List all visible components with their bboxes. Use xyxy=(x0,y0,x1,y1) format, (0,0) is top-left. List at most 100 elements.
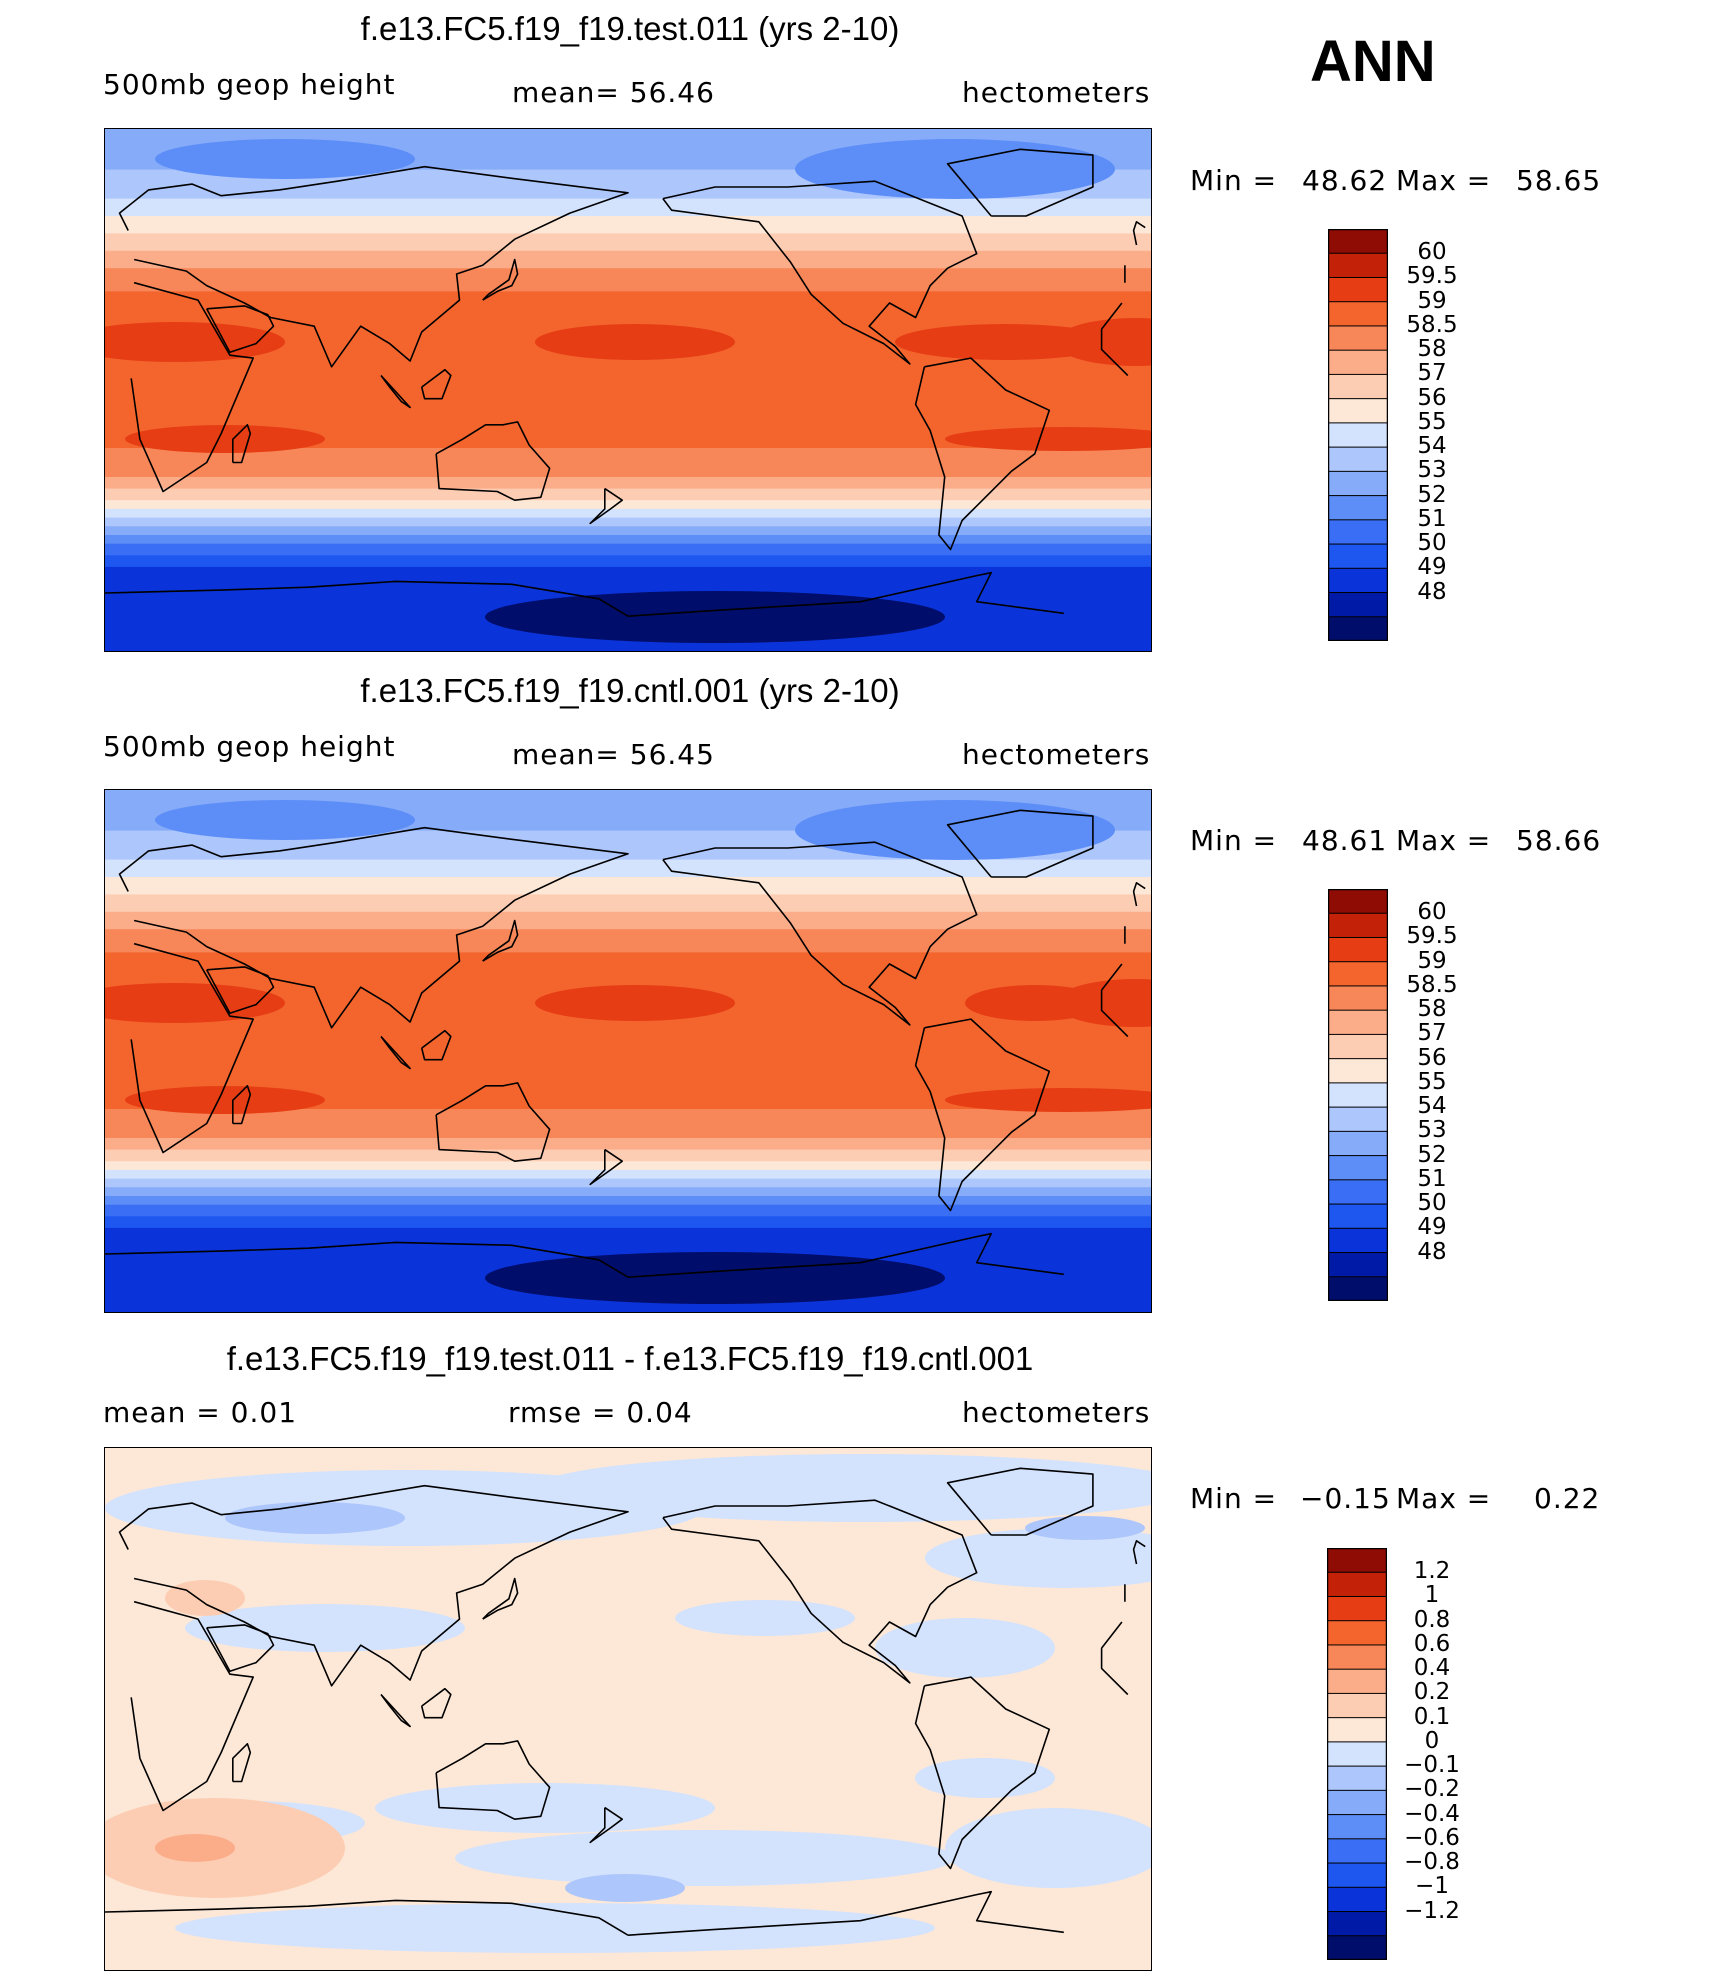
contour-band xyxy=(105,488,1151,501)
colorbar-swatch xyxy=(1327,936,1389,963)
contour-feature xyxy=(795,139,1115,199)
colorbar-swatch xyxy=(1327,1130,1389,1157)
panel-2-units-label: hectometers xyxy=(962,738,1151,771)
colorbar-swatch xyxy=(1327,888,1389,915)
colorbar-swatch xyxy=(1326,1595,1388,1622)
panel-2-max-label: Max = xyxy=(1396,824,1492,857)
contour-feature xyxy=(225,1502,405,1534)
panel-1-coastlines xyxy=(105,148,1146,617)
contour-band xyxy=(105,1109,1151,1139)
colorbar-label: −1 xyxy=(1415,1873,1449,1900)
panel-3-rmse-label: rmse = 0.04 xyxy=(508,1396,693,1429)
colorbar-swatch xyxy=(1326,1668,1388,1695)
contour-band xyxy=(105,448,1151,478)
colorbar-swatch xyxy=(1326,1741,1388,1767)
contour-band xyxy=(105,233,1151,252)
colorbar-swatch xyxy=(1327,373,1389,400)
contour-band xyxy=(105,1022,1151,1064)
panel-3-units-label: hectometers xyxy=(962,1396,1151,1429)
colorbar-label: −0.6 xyxy=(1404,1824,1460,1851)
colorbar-label: 48 xyxy=(1417,1238,1447,1265)
panel-1-colorbar-svg xyxy=(1327,228,1389,642)
colorbar-label: −0.8 xyxy=(1404,1849,1460,1876)
panel-3-min-value: −0.15 xyxy=(1300,1482,1391,1515)
contour-band xyxy=(105,859,1151,878)
coastline xyxy=(105,571,1064,617)
panel-2-variable-label: 500mb geop height xyxy=(103,730,396,763)
panel-2-colorbar-svg xyxy=(1327,888,1389,1302)
panel-2-field xyxy=(105,790,1151,1312)
contour-feature xyxy=(425,1708,825,1768)
panel-2-coastlines xyxy=(105,809,1146,1278)
contour-band xyxy=(105,1187,1151,1197)
colorbar-label: 54 xyxy=(1417,433,1447,460)
colorbar-label: 0.6 xyxy=(1413,1630,1451,1657)
contour-band xyxy=(105,535,1151,545)
colorbar-swatch xyxy=(1327,228,1389,255)
contour-band xyxy=(105,1149,1151,1162)
coastline xyxy=(662,841,978,1026)
contour-band xyxy=(105,1216,1151,1229)
colorbar-swatch xyxy=(1326,1571,1388,1598)
panel-3-field xyxy=(105,1448,1151,1970)
colorbar-swatch xyxy=(1326,1717,1388,1743)
contour-band xyxy=(105,268,1151,292)
coastline xyxy=(130,1600,1129,1812)
coastline xyxy=(380,1693,411,1728)
contour-feature xyxy=(535,985,735,1021)
panel-1-min-label: Min = xyxy=(1190,164,1278,197)
colorbar-label: 0.8 xyxy=(1413,1606,1451,1633)
contour-feature xyxy=(915,1758,1055,1798)
colorbar-swatch xyxy=(1327,912,1389,939)
colorbar-swatch xyxy=(1327,543,1389,570)
coastline xyxy=(205,305,275,354)
panel-1-mean-label: mean= 56.46 xyxy=(512,76,715,109)
contour-band xyxy=(105,250,1151,269)
coastline xyxy=(380,1035,411,1070)
colorbar-swatch xyxy=(1327,1179,1389,1205)
contour-band xyxy=(105,1196,1151,1206)
contour-feature xyxy=(895,324,1115,360)
contour-band xyxy=(105,198,1151,217)
contour-feature xyxy=(455,1830,955,1886)
colorbar-swatch xyxy=(1327,349,1389,376)
panel-3-colorbar-svg xyxy=(1326,1547,1388,1961)
colorbar-label: 54 xyxy=(1417,1093,1447,1120)
coastline xyxy=(1132,221,1146,246)
coastline xyxy=(589,1148,623,1186)
panel-3-colorbar xyxy=(1326,1547,1388,1961)
panel-1-title: f.e13.FC5.f19_f19.test.011 (yrs 2-10) xyxy=(360,10,900,47)
contour-feature xyxy=(155,800,415,840)
colorbar-swatch xyxy=(1327,1082,1389,1108)
contour-feature xyxy=(155,139,415,179)
colorbar-swatch xyxy=(1326,1814,1388,1840)
colorbar-swatch xyxy=(1327,1276,1389,1302)
colorbar-swatch xyxy=(1327,1252,1389,1278)
colorbar-swatch xyxy=(1327,1033,1389,1060)
contour-feature xyxy=(375,1783,715,1833)
contour-band xyxy=(105,877,1151,895)
panel-2-mean-label: mean= 56.45 xyxy=(512,738,715,771)
coastline xyxy=(435,421,551,501)
panel-3-coastlines xyxy=(105,1467,1146,1936)
colorbar-swatch xyxy=(1327,616,1389,642)
contour-feature xyxy=(925,1528,1151,1588)
contour-feature xyxy=(1055,979,1151,1027)
colorbar-label: −1.2 xyxy=(1404,1897,1460,1924)
colorbar-label: 59 xyxy=(1417,947,1447,974)
contour-band xyxy=(105,361,1151,403)
contour-band xyxy=(105,1169,1151,1180)
panel-1-field xyxy=(105,129,1151,651)
panel-2-max-value: 58.66 xyxy=(1516,824,1602,857)
panel-3-map xyxy=(104,1447,1152,1971)
coastline xyxy=(589,487,623,525)
colorbar-label: 58 xyxy=(1417,336,1447,363)
panel-3-max-value: 0.22 xyxy=(1534,1482,1601,1515)
coastline xyxy=(105,1232,1064,1278)
contour-feature xyxy=(945,1808,1151,1888)
panel-1-colorbar xyxy=(1327,228,1389,642)
panel-3-title: f.e13.FC5.f19_f19.test.011 - f.e13.FC5.f… xyxy=(226,1340,1034,1377)
colorbar-label: 53 xyxy=(1417,457,1447,484)
colorbar-label: −0.4 xyxy=(1404,1800,1460,1827)
coastline xyxy=(946,809,1094,878)
